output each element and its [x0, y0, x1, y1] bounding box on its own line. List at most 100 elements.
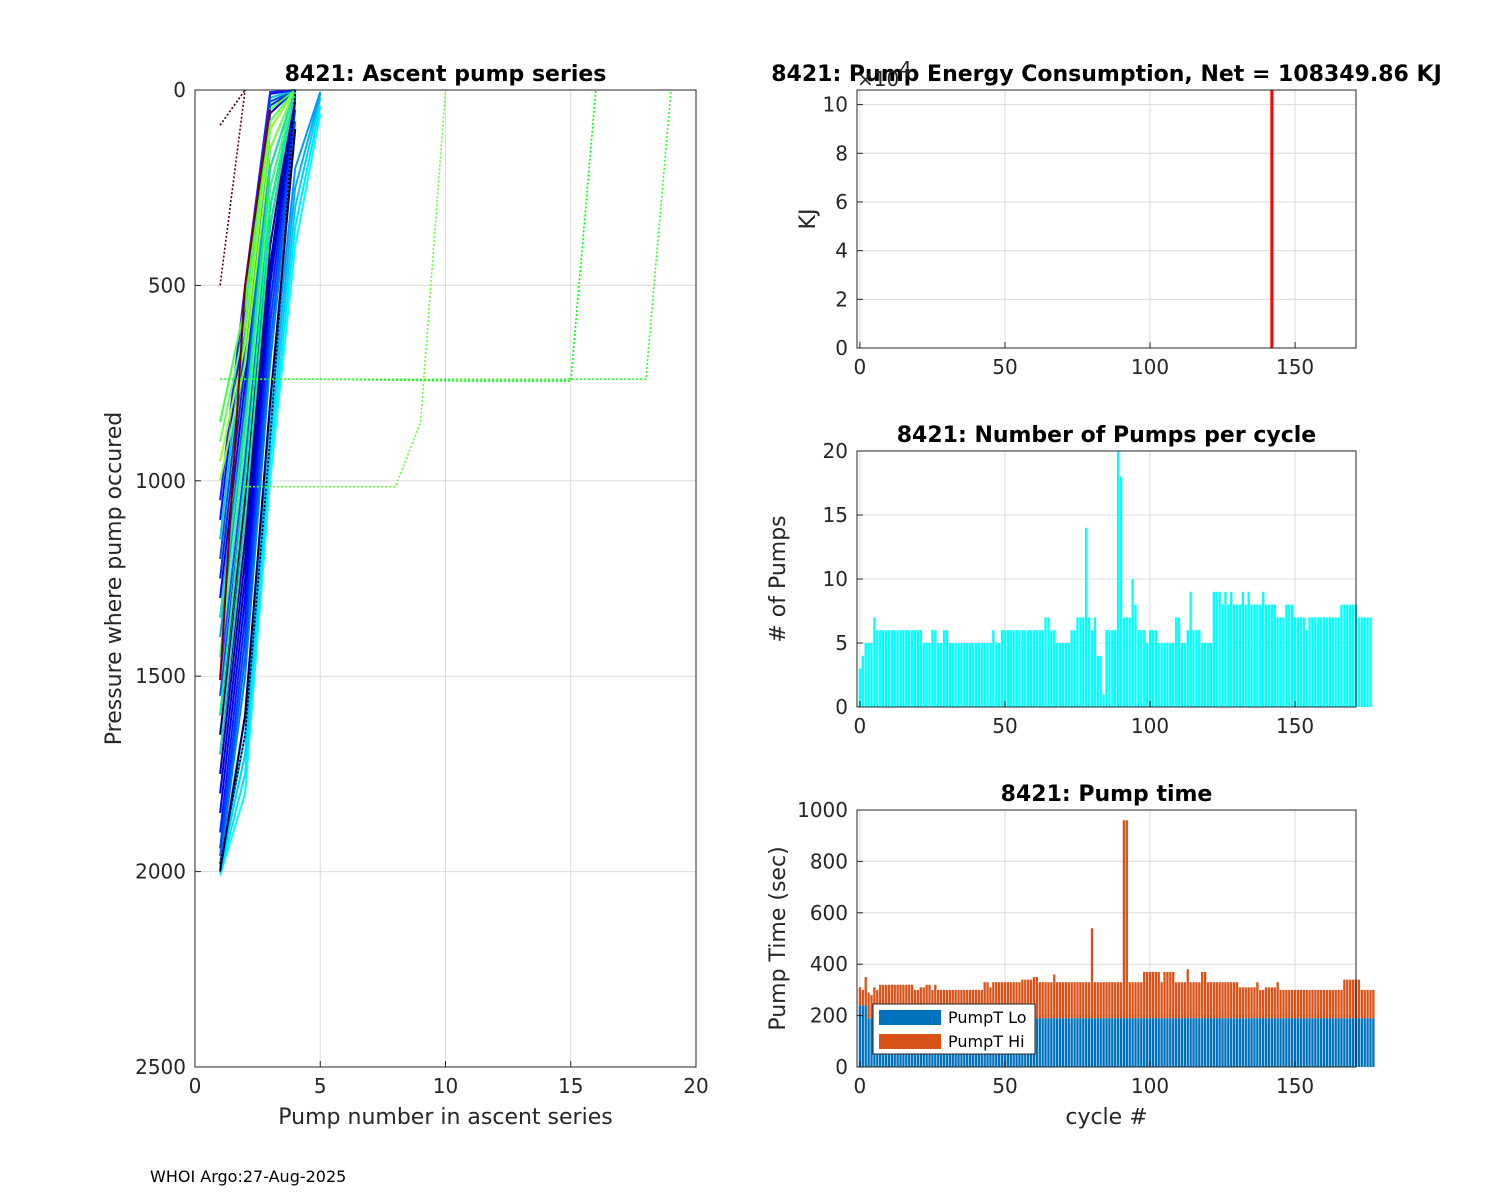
pump-time-hi-bar	[1174, 982, 1178, 1019]
pump-count-bar	[1096, 655, 1099, 707]
pump-count-bar	[1157, 643, 1160, 707]
pump-time-lo-bar	[1372, 1018, 1375, 1067]
pump-count-bar	[1357, 617, 1361, 707]
pump-time-lo-bar	[1343, 1018, 1346, 1067]
pump-count-bar	[1256, 604, 1259, 707]
pump-count-bar	[1230, 591, 1233, 707]
series-line	[220, 89, 597, 382]
y-axis-label: Pressure where pump occured	[102, 412, 127, 745]
pump-count-bar	[1285, 604, 1288, 707]
pump-count-bar	[1308, 617, 1311, 707]
pump-count-bar	[1276, 617, 1279, 707]
pump-count-bar	[1087, 617, 1091, 707]
pump-time-lo-bar	[1253, 1018, 1256, 1067]
pump-time-lo-bar	[1363, 1018, 1366, 1067]
pump-count-bar	[1044, 617, 1047, 707]
y-tick-label: 200	[810, 1004, 848, 1028]
x-tick-label: 0	[854, 714, 867, 738]
y-tick-label: 0	[835, 695, 848, 719]
series-line	[219, 89, 296, 501]
x-tick-label: 0	[189, 1074, 202, 1098]
pump-time-hi-bar	[1311, 989, 1314, 1019]
pump-time-hi-bar	[1029, 979, 1033, 1019]
series-line	[219, 89, 297, 618]
pump-time-hi-bar	[1282, 989, 1285, 1019]
pump-time-lo-bar	[1070, 1018, 1073, 1067]
x-tick-label: 100	[1131, 355, 1169, 379]
pump-time-lo-bar	[1279, 1018, 1282, 1067]
pump-count-bar	[1192, 630, 1195, 707]
pump-time-lo-bar	[1256, 1018, 1259, 1067]
series-line	[219, 89, 296, 864]
pump-count-bar	[1227, 604, 1230, 707]
pump-time-hi-bar	[1015, 982, 1018, 1019]
pump-count-bar	[1122, 617, 1126, 707]
pump-count-bar	[1349, 604, 1352, 707]
pump-time-hi-bar	[1145, 971, 1149, 1019]
pump-count-bar	[913, 630, 917, 707]
y-tick-label: 0	[173, 78, 186, 102]
pump-count-bar	[1264, 604, 1268, 707]
pump-count-bar	[1343, 604, 1346, 707]
y-axis-label: # of Pumps	[766, 515, 791, 642]
pump-count-bar	[1111, 630, 1114, 707]
pump-time-chart: 0 50 100 150 0 200 400 600 800 1000 8421: Pump tim…	[766, 782, 1375, 1130]
pump-count-bar	[939, 643, 943, 707]
legend-label: PumpT Hi	[948, 1032, 1025, 1051]
pump-time-hi-bar	[1372, 989, 1375, 1019]
pump-time-hi-bar	[858, 987, 862, 1006]
pump-count-bar	[925, 643, 928, 707]
pump-count-bar	[1061, 643, 1065, 707]
pump-time-hi-bar	[1076, 982, 1079, 1019]
pump-time-hi-bar	[1000, 982, 1004, 1019]
pump-count-bar	[1322, 617, 1326, 707]
pump-time-lo-bar	[1093, 1018, 1097, 1067]
y-tick-label: 0	[835, 336, 848, 360]
pump-time-lo-bar	[1250, 1018, 1253, 1067]
pump-time-hi-bar	[1151, 971, 1155, 1019]
pump-time-lo-bar	[1203, 1018, 1207, 1067]
pump-count-bar	[879, 630, 882, 707]
pump-time-hi-bar	[986, 982, 989, 1019]
pump-count-bar	[1151, 630, 1155, 707]
pump-time-hi-bar	[1360, 989, 1363, 1019]
pump-count-bar	[1195, 630, 1198, 707]
pump-time-hi-bar	[1018, 982, 1021, 1019]
pump-time-lo-bar	[1108, 1018, 1111, 1067]
pump-count-bar	[902, 630, 905, 707]
pump-count-bar	[1311, 617, 1314, 707]
pump-count-bar	[1369, 617, 1372, 707]
pump-count-bar	[1314, 617, 1317, 707]
pump-time-hi-bar	[1177, 982, 1181, 1019]
pump-time-lo-bar	[1189, 1018, 1192, 1067]
series-line	[219, 93, 297, 794]
pump-time-lo-bar	[1264, 1018, 1268, 1067]
y-tick-label: 8	[835, 141, 848, 165]
pump-time-hi-bar	[1250, 987, 1253, 1019]
pump-time-hi-bar	[1157, 971, 1160, 1019]
pump-count-bar	[1000, 630, 1004, 707]
pump-time-hi-bar	[1351, 979, 1355, 1019]
pump-time-hi-bar	[1122, 820, 1126, 1019]
pump-time-lo-bar	[1148, 1018, 1152, 1067]
pump-count-bar	[1267, 604, 1271, 707]
pump-count-bar	[1363, 617, 1366, 707]
pump-time-hi-bar	[873, 987, 876, 1019]
pump-time-lo-bar	[1351, 1018, 1355, 1067]
pump-count-bar	[1116, 451, 1120, 707]
pump-count-bar	[1099, 655, 1102, 707]
pump-count-bar	[1064, 643, 1068, 707]
pump-count-bar	[1212, 591, 1216, 707]
series-line	[245, 89, 447, 488]
pump-time-hi-bar	[1024, 979, 1027, 1019]
pump-time-lo-bar	[1137, 1018, 1140, 1067]
pump-time-hi-bar	[983, 982, 986, 1019]
pump-count-bar	[1351, 604, 1355, 707]
pump-time-hi-bar	[1357, 979, 1361, 1019]
series-line	[219, 93, 322, 868]
pump-time-lo-bar	[1085, 1018, 1088, 1067]
pump-time-hi-bar	[1293, 989, 1297, 1019]
pump-time-hi-bar	[1047, 982, 1050, 1019]
pump-time-hi-bar	[1296, 989, 1300, 1019]
series-line	[219, 89, 246, 126]
